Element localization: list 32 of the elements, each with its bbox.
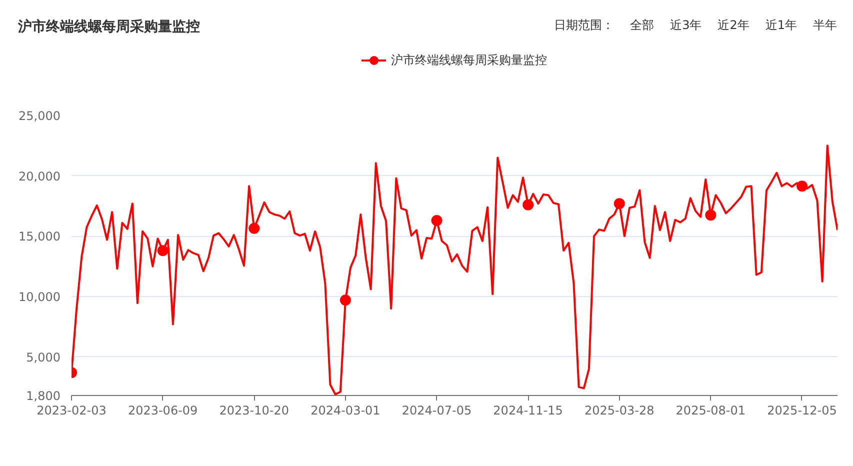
point <box>796 180 808 192</box>
text: 近3年 <box>670 18 702 32</box>
x-tick-label: 2023-02-03 <box>36 404 106 418</box>
chart-title: 沪市终端线螺每周采购量监控 <box>18 18 200 37</box>
point <box>522 199 534 210</box>
x-tick-label: 2024-03-01 <box>310 404 380 418</box>
x-tick-label: 2023-06-09 <box>128 404 198 418</box>
point <box>705 210 716 221</box>
text: 半年 <box>813 18 837 32</box>
text: 日期范围： <box>554 18 614 32</box>
text: 近2年 <box>718 18 750 32</box>
text: 全部 <box>630 18 654 32</box>
y-tick-label: 10,000 <box>18 290 61 304</box>
x-tick-label: 2024-11-15 <box>493 404 563 418</box>
legend-label: 沪市终端线螺每周采购量监控 <box>391 52 547 68</box>
y-tick-label: 25,000 <box>18 109 61 123</box>
y-tick-label: 5,000 <box>26 350 61 364</box>
point <box>614 198 625 210</box>
point <box>157 245 168 256</box>
y-tick-label: 15,000 <box>18 230 61 244</box>
text: 近1年 <box>765 18 797 32</box>
x-tick-label: 2025-08-01 <box>676 404 746 418</box>
point <box>248 222 260 234</box>
x-tick-label: 2025-03-28 <box>584 404 654 418</box>
x-tick-label: 2024-07-05 <box>402 404 472 418</box>
line-series <box>72 144 838 396</box>
x-tick-label: 2023-10-20 <box>219 404 290 418</box>
y-tick-label: 1,800 <box>26 389 61 403</box>
point <box>340 294 351 306</box>
x-tick-label: 2025-12-05 <box>767 404 837 418</box>
y-tick-label: 20,000 <box>18 169 61 184</box>
point <box>431 215 442 226</box>
